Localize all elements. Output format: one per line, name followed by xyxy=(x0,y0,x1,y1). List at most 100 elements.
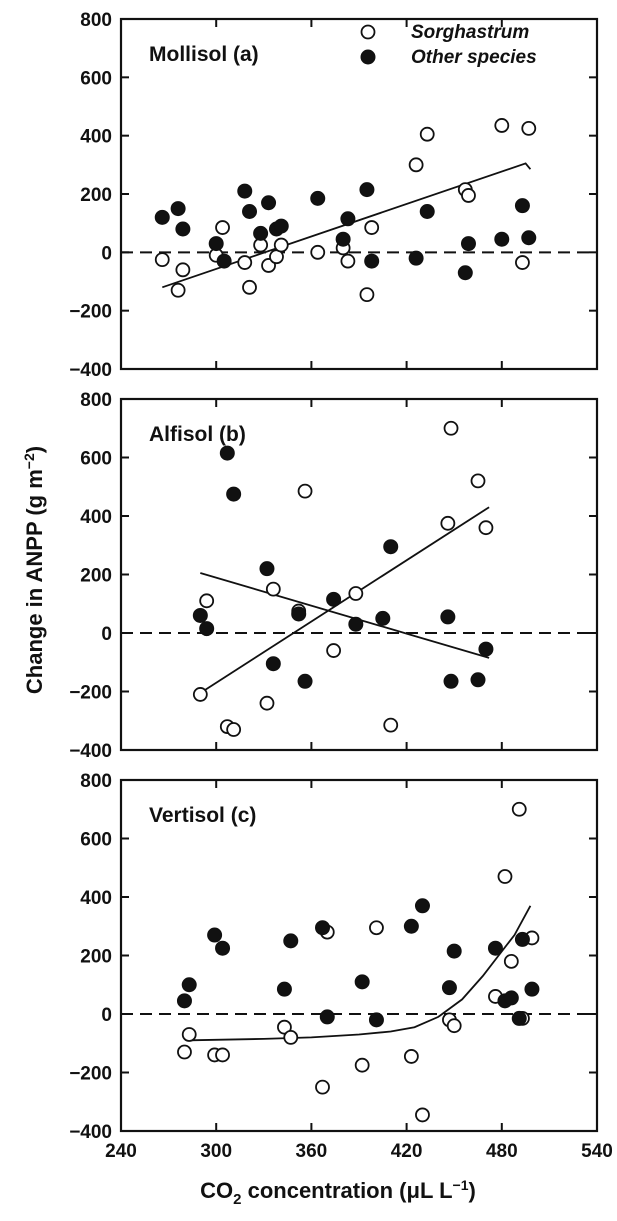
data-point-other-species xyxy=(470,672,486,688)
data-point-other-species xyxy=(154,209,170,225)
data-point-sorghastrum xyxy=(359,287,375,303)
data-point-sorghastrum xyxy=(175,262,191,278)
data-point-sorghastrum xyxy=(242,279,257,295)
x-tick-label: 480 xyxy=(486,1141,518,1162)
data-point-other-species xyxy=(276,981,292,997)
data-point-other-species xyxy=(354,974,370,990)
data-point-sorghastrum xyxy=(226,722,242,737)
y-tick-label: 200 xyxy=(80,185,112,206)
plot-frame xyxy=(119,17,599,371)
data-point-sorghastrum xyxy=(403,1049,419,1064)
data-point-other-species xyxy=(359,182,375,198)
data-point-other-species xyxy=(215,940,231,956)
data-point-other-species xyxy=(273,218,289,234)
data-point-sorghastrum xyxy=(310,244,326,260)
panel-label: Mollisol (a) xyxy=(149,43,259,66)
data-point-other-species xyxy=(375,610,391,626)
data-point-sorghastrum xyxy=(408,157,424,173)
data-point-other-species xyxy=(408,250,424,266)
data-point-sorghastrum xyxy=(440,515,456,531)
data-point-sorghastrum xyxy=(443,420,459,436)
panel-label: Alfisol (b) xyxy=(149,423,246,446)
y-tick-label: 0 xyxy=(101,624,112,645)
y-tick-label: 600 xyxy=(80,830,112,851)
data-point-sorghastrum xyxy=(326,643,342,658)
data-point-other-species xyxy=(443,673,459,689)
data-point-other-species xyxy=(348,616,364,632)
data-point-sorghastrum xyxy=(494,118,510,133)
chart-panel-1: −400 −200 0 200 400 600 800 Mollisol (a) xyxy=(69,10,599,381)
data-point-sorghastrum xyxy=(515,255,530,270)
data-point-sorghastrum xyxy=(273,237,289,253)
data-point-other-species xyxy=(326,591,342,607)
data-point-sorghastrum xyxy=(348,586,364,601)
data-point-other-species xyxy=(460,236,476,252)
x-tick-label: 420 xyxy=(391,1141,423,1162)
chart-panel-2: −400 −200 0 200 400 600 800 Alfisol (b) xyxy=(69,390,599,762)
y-tick-label: 400 xyxy=(80,127,112,148)
data-point-other-species xyxy=(524,981,540,997)
fit-line-sorghastrum xyxy=(189,905,532,1042)
data-point-other-species xyxy=(511,1010,527,1026)
data-point-sorghastrum xyxy=(369,920,384,936)
data-point-other-species xyxy=(440,609,456,625)
data-point-other-species xyxy=(503,990,519,1006)
plot-frame xyxy=(119,778,599,1133)
data-point-sorghastrum xyxy=(415,1107,430,1123)
data-point-other-species xyxy=(261,195,277,211)
panels: −400 −200 0 200 400 600 800 Mollisol (a) −400 −20… xyxy=(69,10,613,1162)
data-point-other-species xyxy=(457,265,473,281)
data-point-sorghastrum xyxy=(383,717,399,733)
data-point-sorghastrum xyxy=(177,1044,192,1060)
data-point-other-species xyxy=(441,980,457,996)
data-point-sorghastrum xyxy=(340,253,356,269)
data-point-sorghastrum xyxy=(354,1057,370,1073)
chart-panel-3: −400 −200 0 200 400 600 800 240 300 360 420 480 540 V… xyxy=(69,771,613,1162)
data-point-other-species xyxy=(207,927,223,943)
y-tick-label: 600 xyxy=(80,449,112,470)
y-tick-label: −400 xyxy=(69,360,112,381)
data-point-other-species xyxy=(368,1012,384,1028)
y-tick-label: 400 xyxy=(80,888,112,909)
data-point-other-species xyxy=(208,236,224,252)
x-tick-label: 300 xyxy=(200,1141,232,1162)
data-point-sorghastrum xyxy=(265,581,281,597)
legend-label-sorghastrum: Sorghastrum xyxy=(411,22,529,43)
data-point-other-species xyxy=(297,673,313,689)
data-point-sorghastrum xyxy=(461,188,476,203)
y-tick-label: −200 xyxy=(69,1064,112,1085)
y-tick-label: −200 xyxy=(69,302,112,323)
legend: Sorghastrum Other species xyxy=(360,22,537,68)
y-tick-label: 800 xyxy=(80,771,112,792)
y-tick-label: −400 xyxy=(69,741,112,762)
data-point-other-species xyxy=(192,607,208,623)
data-point-other-species xyxy=(514,198,530,214)
y-tick-label: 0 xyxy=(101,243,112,264)
data-point-other-species xyxy=(216,253,232,269)
y-tick-label: −200 xyxy=(69,683,112,704)
y-tick-label: 0 xyxy=(101,1005,112,1026)
data-point-sorghastrum xyxy=(478,520,494,536)
y-tick-label: 200 xyxy=(80,947,112,968)
data-point-other-species xyxy=(283,933,299,949)
data-point-sorghastrum xyxy=(181,1027,197,1042)
fit-line-sorghastrum xyxy=(199,506,490,694)
data-point-sorghastrum xyxy=(259,695,275,711)
data-point-sorghastrum xyxy=(170,282,186,298)
x-tick-label: 540 xyxy=(581,1141,613,1162)
y-axis-title: Change in ANPP (g m−2) xyxy=(21,446,47,694)
data-point-sorghastrum xyxy=(192,687,208,702)
data-point-sorghastrum xyxy=(511,801,527,817)
data-point-sorghastrum xyxy=(283,1030,299,1045)
data-point-sorghastrum xyxy=(446,1018,462,1034)
data-point-sorghastrum xyxy=(470,473,486,489)
legend-label-other-species: Other species xyxy=(411,47,537,68)
data-point-sorghastrum xyxy=(215,220,230,235)
data-point-other-species xyxy=(315,920,331,936)
data-point-sorghastrum xyxy=(237,255,253,270)
data-point-sorghastrum xyxy=(297,483,313,499)
data-point-other-species xyxy=(446,943,462,959)
data-point-other-species xyxy=(478,641,494,657)
data-point-other-species xyxy=(170,201,186,217)
